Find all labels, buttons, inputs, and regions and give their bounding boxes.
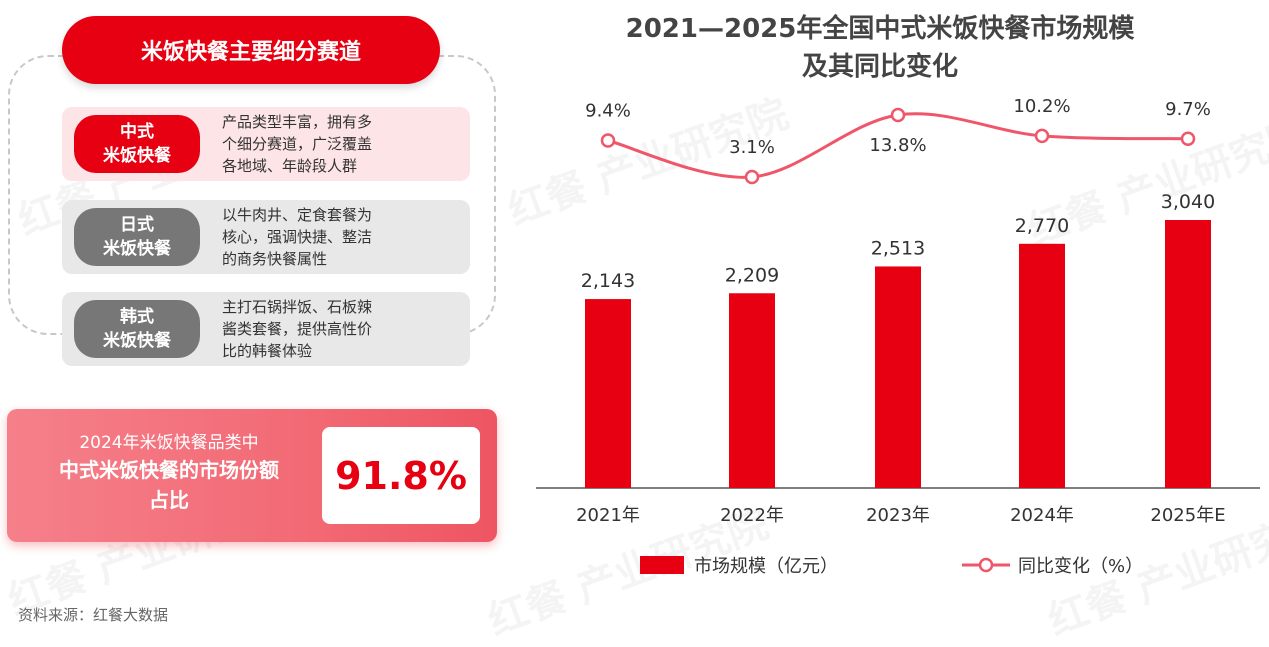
segment-desc-line: 主打石锅拌饭、石板辣 [222, 298, 373, 316]
bar-value-label: 2,143 [581, 270, 635, 292]
segments-title: 米饭快餐主要细分赛道 [62, 16, 440, 84]
bar-value-label: 2,770 [1015, 215, 1069, 237]
yoy-point [890, 107, 906, 123]
market-share-card: 2024年米饭快餐品类中 中式米饭快餐的市场份额 占比 91.8% [7, 409, 497, 542]
bar-value-label: 2,513 [871, 237, 925, 259]
yoy-value-label: 10.2% [1013, 96, 1070, 117]
legend-line-label: 同比变化（%） [1018, 556, 1143, 577]
x-tick-label: 2022年 [720, 505, 784, 526]
segment-desc-line: 个细分赛道，广泛覆盖 [222, 135, 373, 153]
bar [1165, 220, 1211, 488]
chart-title-line2: 及其同比变化 [801, 52, 958, 82]
share-caption-line1: 2024年米饭快餐品类中 [79, 433, 259, 453]
yoy-point [1180, 131, 1196, 147]
segment-desc-line: 核心，强调快捷、整洁 [222, 228, 373, 246]
yoy-value-label: 3.1% [729, 137, 775, 158]
bar [875, 266, 921, 488]
segment-name-line1: 中式 [120, 122, 154, 142]
segment-name-line2: 米饭快餐 [103, 331, 171, 351]
x-tick-label: 2023年 [866, 505, 930, 526]
yoy-point [1034, 128, 1050, 144]
segment-badge: 韩式 米饭快餐 [74, 300, 200, 358]
x-tick-label: 2021年 [576, 505, 640, 526]
segment-name-line1: 日式 [120, 215, 154, 235]
bar [729, 293, 775, 488]
segment-name-line2: 米饭快餐 [103, 146, 171, 166]
chart-title: 2021—2025年全国中式米饭快餐市场规模 及其同比变化 [560, 10, 1200, 86]
segment-badge: 中式 米饭快餐 [74, 115, 200, 173]
segment-desc-line: 的商务快餐属性 [222, 250, 328, 268]
legend-bar-swatch [640, 556, 684, 574]
segment-description: 产品类型丰富，拥有多 个细分赛道，广泛覆盖 各地域、年龄段人群 [222, 111, 458, 177]
yoy-point [600, 133, 616, 148]
share-caption-line2: 中式米饭快餐的市场份额 [59, 458, 279, 482]
x-tick-label: 2024年 [1010, 505, 1074, 526]
segment-desc-line: 产品类型丰富，拥有多 [222, 113, 373, 131]
segment-chinese: 中式 米饭快餐 产品类型丰富，拥有多 个细分赛道，广泛覆盖 各地域、年龄段人群 [62, 107, 470, 181]
bar-value-label: 3,040 [1161, 191, 1215, 213]
segment-korean: 韩式 米饭快餐 主打石锅拌饭、石板辣 酱类套餐，提供高性价 比的韩餐体验 [62, 292, 470, 366]
bar-value-label: 2,209 [725, 264, 779, 286]
market-share-caption: 2024年米饭快餐品类中 中式米饭快餐的市场份额 占比 [19, 431, 319, 515]
yoy-point [744, 169, 760, 185]
bar [1019, 243, 1065, 488]
source-note: 资料来源：红餐大数据 [18, 606, 169, 624]
segment-name-line1: 韩式 [120, 307, 154, 327]
legend-line-marker [978, 557, 994, 573]
segment-description: 以牛肉井、定食套餐为 核心，强调快捷、整洁 的商务快餐属性 [222, 204, 458, 270]
segment-desc-line: 各地域、年龄段人群 [222, 157, 358, 175]
segment-desc-line: 比的韩餐体验 [222, 342, 313, 360]
x-tick-label: 2025年E [1150, 505, 1225, 526]
yoy-value-label: 9.4% [585, 100, 631, 121]
yoy-value-label: 13.8% [869, 135, 926, 156]
segment-badge: 日式 米饭快餐 [74, 208, 200, 266]
bar [585, 299, 631, 488]
yoy-value-label: 9.7% [1165, 99, 1211, 120]
segment-desc-line: 酱类套餐，提供高性价 [222, 320, 373, 338]
chart-title-line1: 2021—2025年全国中式米饭快餐市场规模 [625, 14, 1135, 44]
segment-desc-line: 以牛肉井、定食套餐为 [222, 206, 373, 224]
market-share-value: 91.8% [322, 427, 480, 524]
segment-japanese: 日式 米饭快餐 以牛肉井、定食套餐为 核心，强调快捷、整洁 的商务快餐属性 [62, 200, 470, 274]
legend-bar-label: 市场规模（亿元） [694, 556, 838, 577]
share-caption-line3: 占比 [149, 488, 189, 512]
segment-name-line2: 米饭快餐 [103, 239, 171, 259]
market-size-chart: 2,143 2021年 2,209 2022年 2,513 2023年 2,770 2024年… [536, 96, 1260, 577]
segment-description: 主打石锅拌饭、石板辣 酱类套餐，提供高性价 比的韩餐体验 [222, 296, 458, 362]
